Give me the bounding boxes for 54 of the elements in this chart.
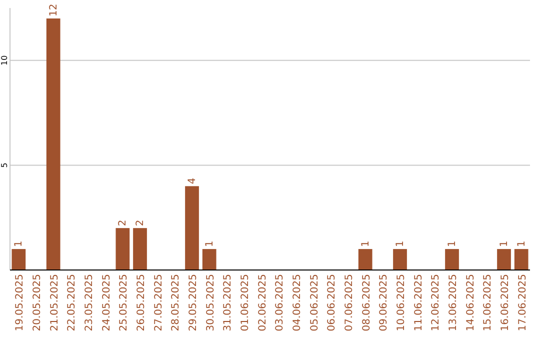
x-tick-label: 29.05.2025 [188, 274, 199, 332]
x-tick-label: 13.06.2025 [448, 274, 459, 332]
data-label: 4 [187, 178, 198, 184]
bar [133, 228, 147, 270]
bar [185, 186, 199, 270]
bar [116, 228, 130, 270]
bar [514, 249, 528, 270]
data-label: 1 [204, 240, 216, 248]
bar [202, 249, 216, 270]
x-tick-label: 04.06.2025 [292, 274, 303, 332]
data-label: 1 [360, 240, 372, 248]
x-tick-label: 19.05.2025 [14, 274, 26, 332]
data-label: 2 [118, 220, 129, 226]
x-tick-label: 12.06.2025 [430, 274, 442, 332]
x-tick-label: 20.05.2025 [32, 274, 43, 332]
bar [358, 249, 372, 270]
x-tick-label: 01.06.2025 [240, 274, 251, 332]
data-label: 1 [14, 240, 25, 248]
x-tick-label: 02.06.2025 [257, 274, 268, 332]
bar [497, 249, 511, 270]
y-tick-label: 5 [0, 162, 9, 168]
data-label: 1 [499, 240, 510, 248]
x-tick-label: 28.05.2025 [170, 274, 182, 332]
data-label: 12 [48, 4, 60, 16]
x-tick-label: 08.06.2025 [361, 274, 372, 332]
x-tick-label: 03.06.2025 [274, 274, 286, 332]
x-tick-label: 24.05.2025 [101, 274, 112, 332]
data-label: 1 [447, 240, 458, 248]
x-tick-label: 17.06.2025 [517, 274, 528, 332]
x-tick-label: 06.06.2025 [326, 274, 338, 332]
x-tick-label: 21.05.2025 [49, 274, 60, 332]
x-tick-label: 07.06.2025 [344, 274, 355, 332]
x-tick-label: 09.06.2025 [378, 274, 390, 332]
data-label: 1 [395, 240, 406, 248]
x-tick-label: 30.05.2025 [205, 274, 216, 332]
bar [393, 249, 407, 270]
x-tick-label: 15.06.2025 [482, 274, 494, 332]
y-tick-label: 10 [0, 55, 9, 66]
bar [46, 18, 60, 270]
x-tick-label: 22.05.2025 [66, 274, 78, 332]
data-label: 1 [516, 240, 528, 248]
x-tick-label: 05.06.2025 [309, 274, 320, 332]
x-tick-label: 11.06.2025 [413, 274, 424, 332]
x-tick-label: 26.05.2025 [136, 274, 147, 332]
x-tick-label: 10.06.2025 [396, 274, 407, 332]
x-tick-label: 25.05.2025 [118, 274, 130, 332]
x-tick-label: 16.06.2025 [500, 274, 511, 332]
x-tick-label: 14.06.2025 [465, 274, 476, 332]
bar [445, 249, 459, 270]
x-tick-label: 31.05.2025 [222, 274, 234, 332]
data-label: 2 [135, 220, 146, 226]
x-tick-label: 27.05.2025 [153, 274, 164, 332]
bar [12, 249, 26, 270]
x-tick-label: 23.05.2025 [84, 274, 95, 332]
